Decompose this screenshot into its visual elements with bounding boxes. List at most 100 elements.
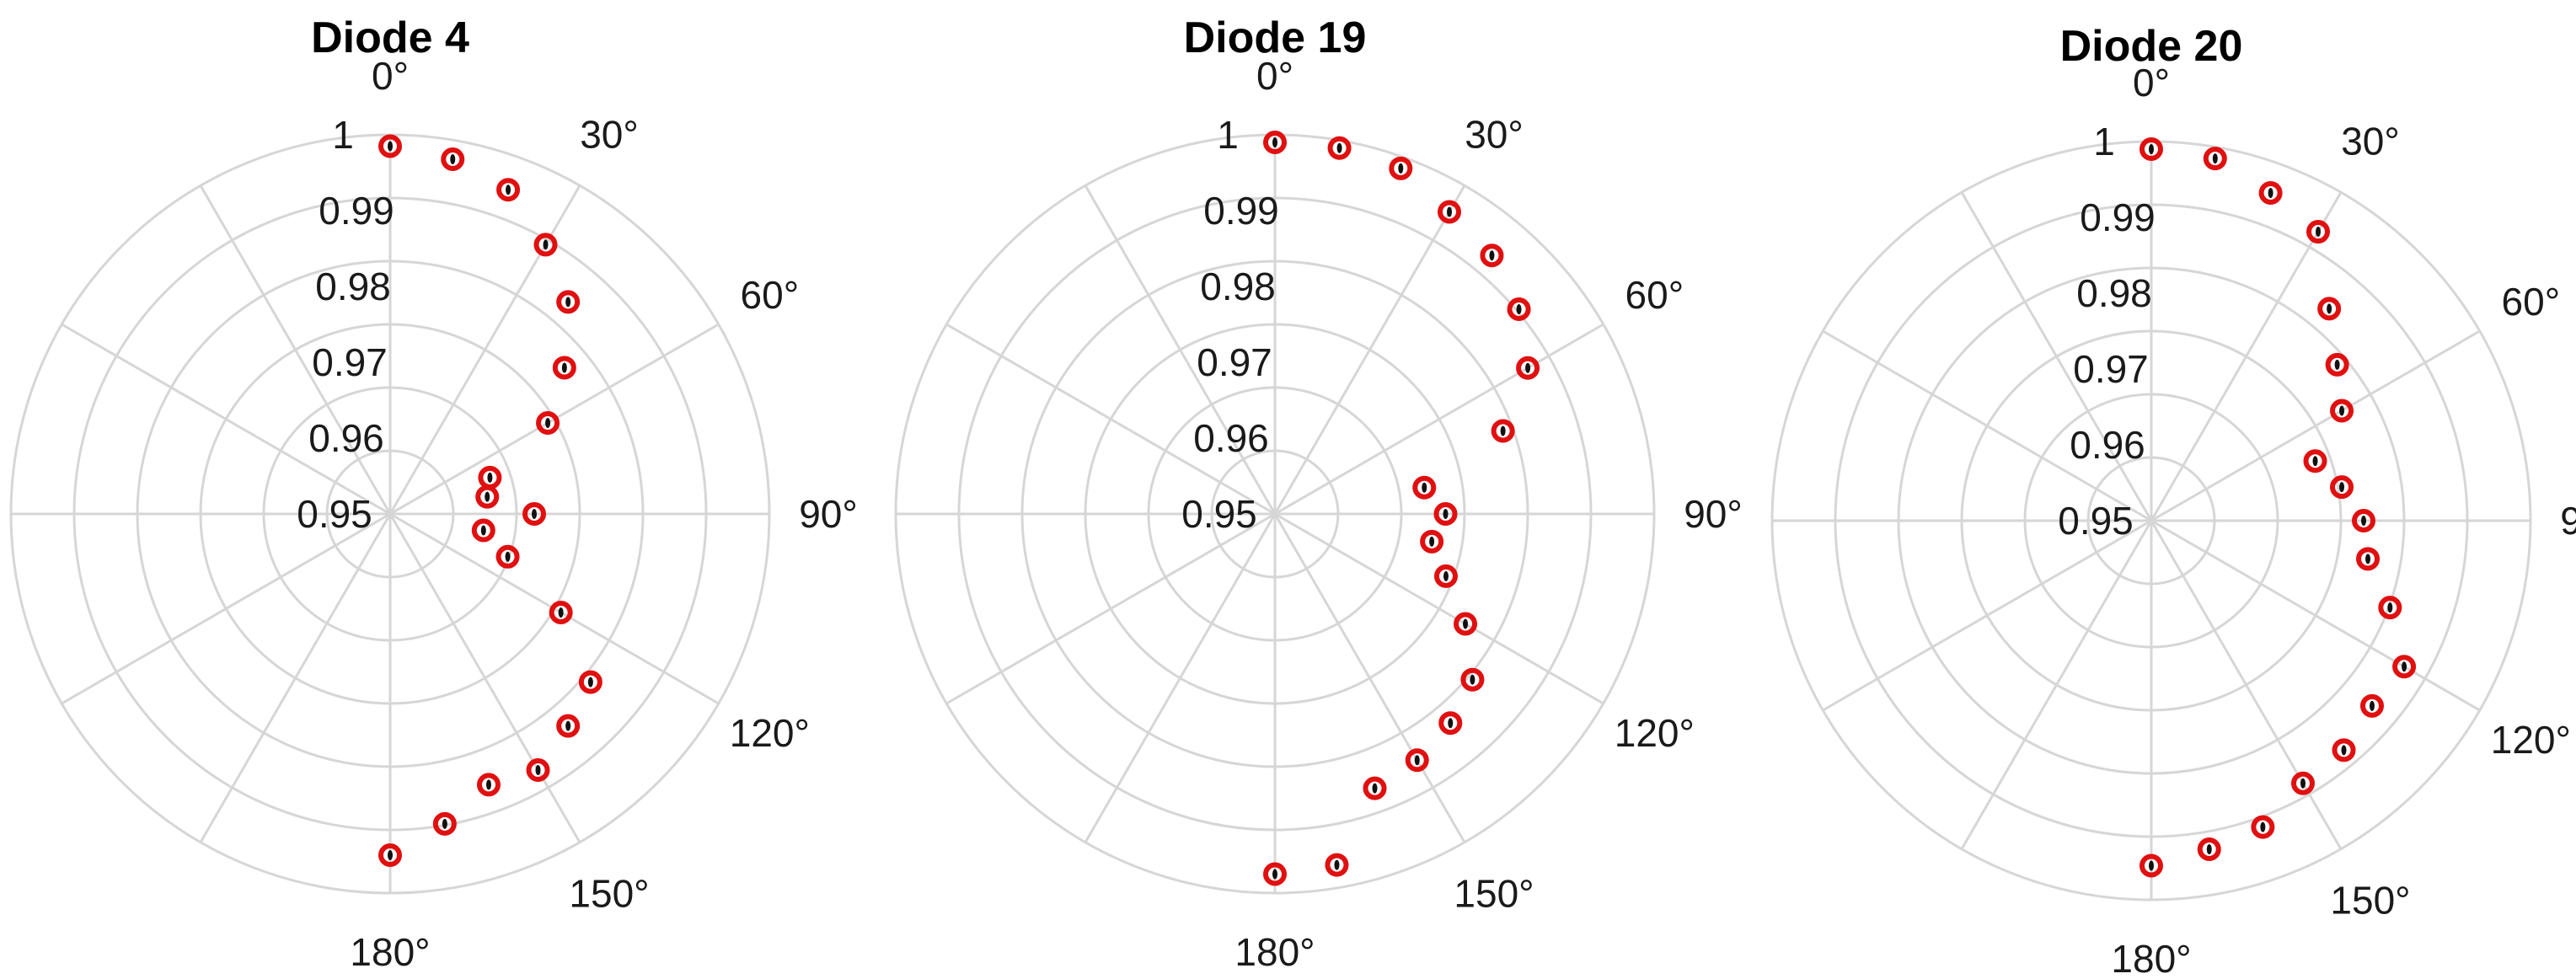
theta-tick-label: 120° — [730, 711, 810, 755]
grid-spoke — [388, 185, 581, 515]
r-tick-label: 0.96 — [1193, 416, 1269, 460]
data-point — [378, 843, 402, 867]
polar-chart-diode-19: Diode 19 0° 30° 60° 90° 120° 150° 180° 0.95 0.96… — [894, 13, 1743, 974]
theta-tick-label: 90° — [799, 492, 858, 536]
data-point-center — [587, 677, 593, 687]
theta-tick-label: 150° — [2330, 878, 2410, 922]
data-point — [2330, 399, 2354, 423]
series-markers — [1263, 131, 1540, 886]
data-point — [471, 518, 495, 543]
data-point-center — [2312, 456, 2318, 467]
data-point — [2356, 547, 2381, 571]
r-tick-label: 0.98 — [315, 265, 391, 308]
data-point-marker — [533, 233, 558, 257]
r-tick-label: 0.96 — [308, 416, 384, 460]
data-point — [2197, 837, 2221, 861]
grid-spoke — [1273, 513, 1466, 843]
r-tick-label: 0.97 — [312, 340, 388, 384]
data-point-center — [532, 509, 537, 519]
data-point-marker — [496, 178, 521, 202]
data-point — [476, 773, 501, 797]
data-point-marker — [2306, 220, 2330, 244]
data-point-center — [561, 362, 567, 373]
grid-spoke — [1822, 329, 2152, 522]
data-point-marker — [2356, 547, 2381, 571]
data-point — [1325, 853, 1349, 877]
data-point-marker — [476, 773, 501, 797]
data-point — [2303, 449, 2327, 473]
r-tick-label: 0.97 — [2073, 347, 2149, 391]
data-point-center — [2334, 359, 2340, 370]
r-tick-label: 1 — [2093, 120, 2115, 163]
data-point — [552, 356, 576, 380]
data-point-marker — [536, 411, 560, 435]
data-point-marker — [2303, 449, 2327, 473]
data-point-center — [2339, 482, 2345, 493]
data-point-center — [450, 153, 456, 164]
theta-tick-label: 30° — [1465, 113, 1524, 157]
grid-spoke — [2150, 191, 2343, 522]
theta-tick-label: 120° — [1615, 711, 1695, 755]
data-point — [549, 601, 573, 624]
r-tick-label: 0.95 — [2058, 499, 2134, 543]
data-point-marker — [2203, 147, 2227, 171]
data-point-center — [2365, 554, 2371, 564]
r-tick-label: 1 — [1217, 113, 1239, 157]
chart-title: Diode 4 — [311, 13, 469, 62]
data-point-center — [1500, 425, 1506, 436]
data-point — [432, 811, 457, 836]
data-point-marker — [432, 811, 457, 836]
data-point-center — [1489, 250, 1495, 261]
data-point-center — [2149, 144, 2154, 154]
data-point — [495, 544, 520, 569]
grid-spoke — [61, 512, 391, 705]
data-point-center — [2361, 516, 2366, 526]
polar-grid — [9, 133, 771, 895]
data-point-marker — [1412, 475, 1437, 500]
theta-tick-label: 0° — [372, 54, 409, 98]
data-point — [1507, 297, 1531, 322]
data-point — [1438, 200, 1461, 224]
data-point-center — [535, 764, 541, 775]
data-point-marker — [1433, 502, 1458, 526]
data-point-marker — [471, 518, 495, 543]
data-point-center — [506, 185, 511, 195]
data-point — [1438, 711, 1463, 736]
grid-spoke — [1084, 513, 1277, 843]
data-point — [2291, 771, 2315, 795]
data-point-center — [388, 141, 393, 152]
data-point-marker — [1433, 564, 1458, 588]
data-point-marker — [1263, 862, 1287, 886]
series-markers — [378, 134, 602, 867]
data-point — [1389, 156, 1413, 180]
data-point-center — [388, 850, 393, 860]
data-point-marker — [2325, 352, 2349, 377]
data-point-center — [487, 472, 493, 483]
grid-spoke — [388, 513, 581, 843]
data-point — [2332, 738, 2356, 762]
data-point-center — [1372, 783, 1378, 794]
r-tick-label: 0.97 — [1197, 340, 1272, 384]
data-point-center — [2268, 187, 2273, 198]
data-point-center — [565, 720, 571, 731]
data-point-center — [2300, 778, 2306, 789]
r-tick-label: 0.96 — [2070, 423, 2145, 467]
data-point-center — [480, 525, 486, 536]
theta-tick-label: 90° — [2560, 499, 2576, 543]
data-point-center — [485, 491, 490, 502]
data-point-marker — [1389, 156, 1413, 180]
data-point-center — [485, 779, 491, 790]
data-point-marker — [2378, 596, 2402, 620]
theta-tick-label: 90° — [1684, 492, 1743, 536]
grid-spoke — [1273, 185, 1466, 515]
data-point-center — [1463, 618, 1469, 629]
polar-chart-diode-4: Diode 4 0° 30° 60° 90° 120° 150° 180° 0.95 0.96 0… — [9, 13, 858, 974]
data-point-center — [558, 607, 564, 618]
grid-spoke — [61, 323, 391, 516]
data-point — [1454, 612, 1478, 636]
data-point — [2251, 815, 2275, 839]
theta-tick-label: 30° — [580, 113, 639, 157]
theta-tick-label: 0° — [1256, 54, 1293, 98]
data-point-marker — [378, 134, 402, 158]
